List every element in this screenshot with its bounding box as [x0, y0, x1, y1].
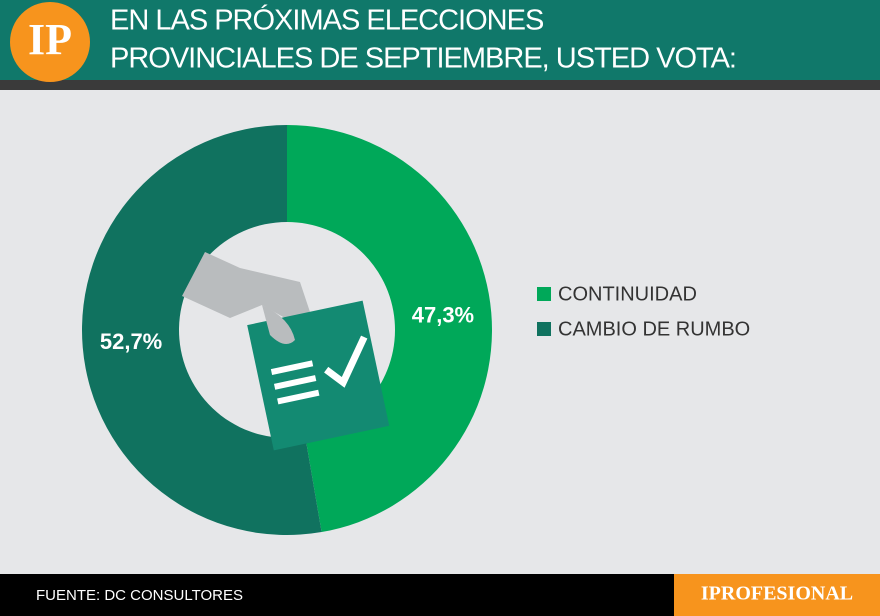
brand: IPROFESIONAL	[701, 583, 853, 605]
value-label: 47,3%	[412, 303, 474, 328]
logo-circle	[10, 2, 90, 82]
thumb	[262, 305, 295, 344]
value-label: 52,7%	[100, 329, 162, 354]
hand	[182, 252, 310, 318]
legend-swatch	[537, 287, 551, 301]
ballot-line	[273, 375, 317, 390]
ballot-line	[270, 360, 314, 376]
legend-swatch	[537, 322, 551, 336]
header-strip	[0, 80, 880, 90]
ballot-line	[277, 389, 320, 405]
ballot-illustration	[182, 252, 390, 451]
brand-box	[674, 574, 880, 616]
legend-label: CONTINUIDAD	[558, 283, 697, 305]
slice	[81, 125, 322, 535]
logo: IP	[28, 15, 72, 64]
header	[0, 0, 880, 80]
chart-title: PROVINCIALES DE SEPTIEMBRE, USTED VOTA:	[110, 43, 736, 75]
legend-label: CAMBIO DE RUMBO	[558, 318, 750, 340]
source: FUENTE: DC CONSULTORES	[36, 587, 243, 604]
chart-title: EN LAS PRÓXIMAS ELECCIONES	[110, 4, 544, 37]
check-mark	[324, 335, 368, 388]
